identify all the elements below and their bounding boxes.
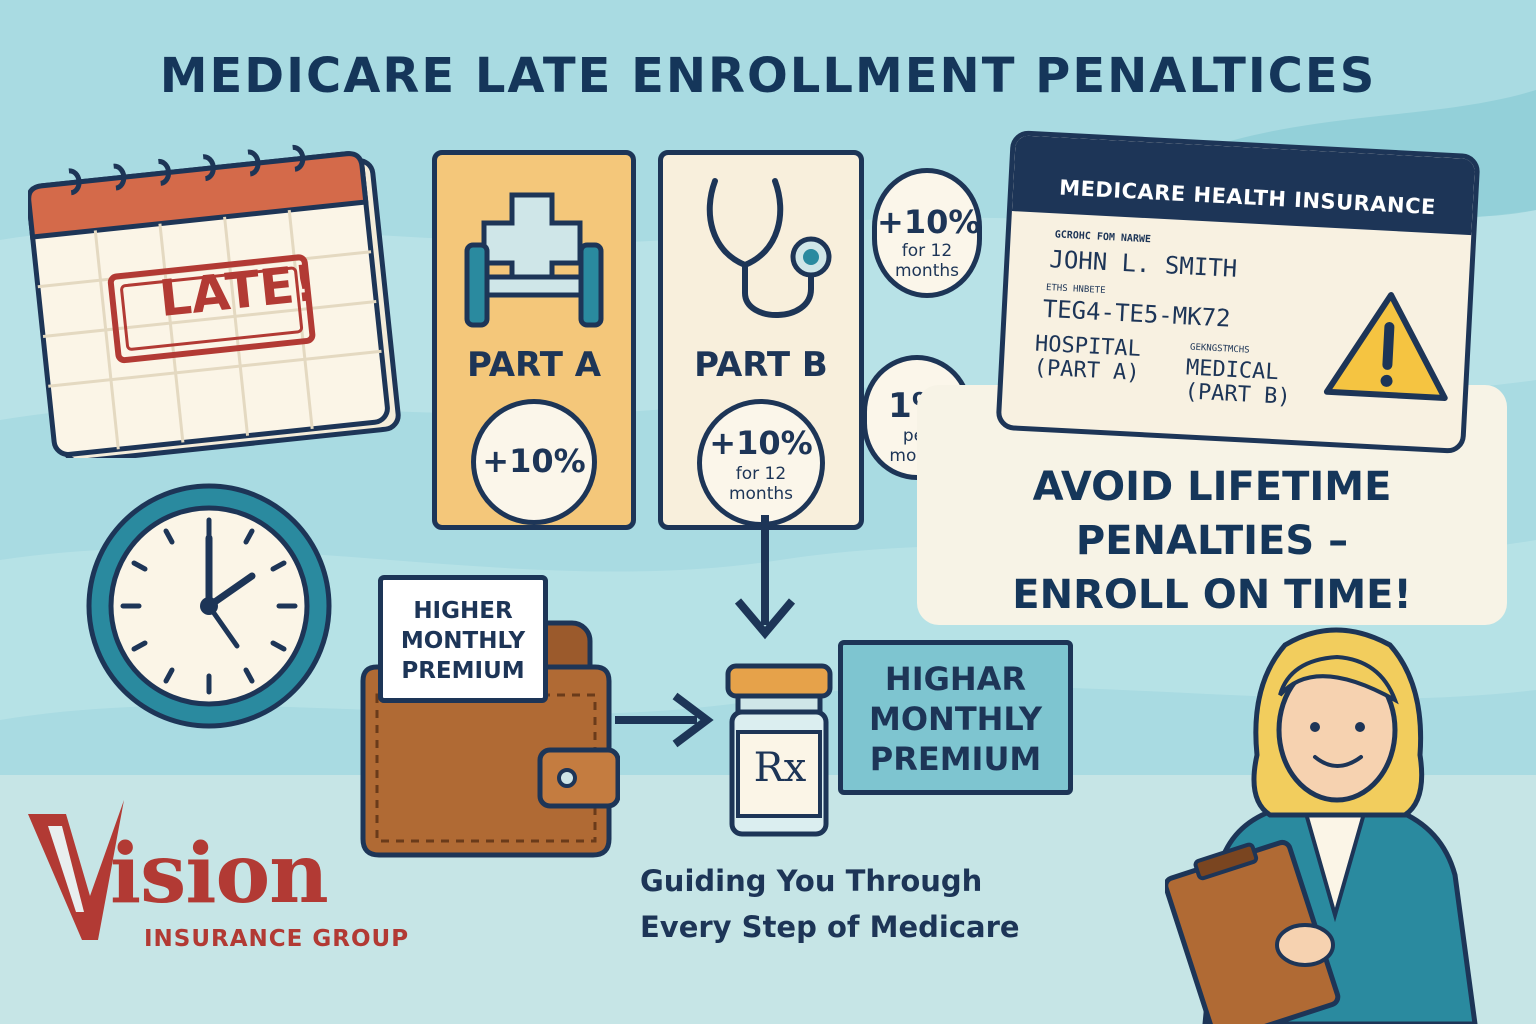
part-b-penalty-value: +10% <box>709 424 813 462</box>
side-badge-note-line1: for 12 <box>901 241 953 261</box>
logo-wordmark: ision <box>110 826 329 922</box>
side-badge-note-line2: months <box>894 261 960 281</box>
part-a-penalty-badge: +10% <box>471 399 597 525</box>
logo-subtitle: INSURANCE GROUP <box>144 926 410 952</box>
rx-note-line3: PREMIUM <box>869 740 1042 778</box>
advisor-illustration <box>1165 627 1478 1024</box>
card-number: TEG4-TE5-MK72 <box>1042 294 1232 333</box>
arrow-right-icon <box>615 692 714 748</box>
part-a-penalty-value: +10% <box>482 442 586 480</box>
tagline-line1: Guiding You Through <box>640 864 983 898</box>
side-badge-value: +10% <box>877 203 981 241</box>
stethoscope-icon <box>706 178 832 318</box>
wallet-note-line2: MONTHLY <box>400 628 526 654</box>
rx-bottle-icon <box>725 663 833 837</box>
rx-note-line2: MONTHLY <box>868 700 1042 738</box>
card-name-caption: GCROHC FOM NARWE <box>1054 229 1152 246</box>
part-b-label: PART B <box>694 345 828 385</box>
page-title: MEDICARE LATE ENROLLMENT PENALTICES <box>159 48 1377 104</box>
callout-line1: AVOID LIFETIME <box>1032 464 1392 510</box>
rx-premium-note: HIGHAR MONTHLY PREMIUM <box>838 640 1073 795</box>
tagline: Guiding You Through Every Step of Medica… <box>640 858 1020 950</box>
wallet-premium-note: HIGHER MONTHLY PREMIUM <box>378 575 548 703</box>
rx-note-line1: HIGHAR <box>884 660 1027 698</box>
part-a-card: PART A +10% <box>432 150 636 530</box>
part-b-penalty-badge: +10% for 12 months <box>697 399 825 527</box>
card-medical-line2: (PART B) <box>1184 379 1292 410</box>
callout-line2: PENALTIES – <box>1075 518 1349 564</box>
arrow-down-icon <box>734 515 796 640</box>
wallet-note-line1: HIGHER <box>413 598 513 624</box>
side-badge-part-b: +10% for 12 months <box>872 168 982 298</box>
callout-text: AVOID LIFETIME PENALTIES – ENROLL ON TIM… <box>917 460 1507 622</box>
calendar-icon <box>28 144 401 458</box>
tagline-line2: Every Step of Medicare <box>640 910 1020 944</box>
logo-v-mark <box>28 800 124 940</box>
card-number-caption: ETHS HNBETE <box>1045 282 1106 297</box>
warning-icon <box>1323 292 1448 401</box>
callout-line3: ENROLL ON TIME! <box>1012 572 1412 618</box>
wallet-note-line3: PREMIUM <box>401 658 525 684</box>
card-header: MEDICARE HEALTH INSURANCE <box>1011 135 1476 236</box>
clock-icon <box>86 483 332 729</box>
card-col2-caption: GEKNGSTMCHS <box>1189 342 1250 356</box>
card-hospital: HOSPITAL (PART A) <box>1033 331 1141 386</box>
medicare-card: MEDICARE HEALTH INSURANCE GCROHC FOM NAR… <box>995 129 1481 455</box>
rx-label: Rx <box>753 745 807 791</box>
hospital-bed-icon <box>464 192 604 328</box>
card-name: JOHN L. SMITH <box>1048 245 1238 283</box>
card-medical: MEDICAL (PART B) <box>1184 355 1292 410</box>
part-b-card: PART B +10% for 12 months <box>658 150 864 530</box>
card-hospital-line2: (PART A) <box>1033 355 1141 386</box>
part-a-label: PART A <box>466 345 602 385</box>
part-b-penalty-note: for 12 months <box>728 464 794 504</box>
